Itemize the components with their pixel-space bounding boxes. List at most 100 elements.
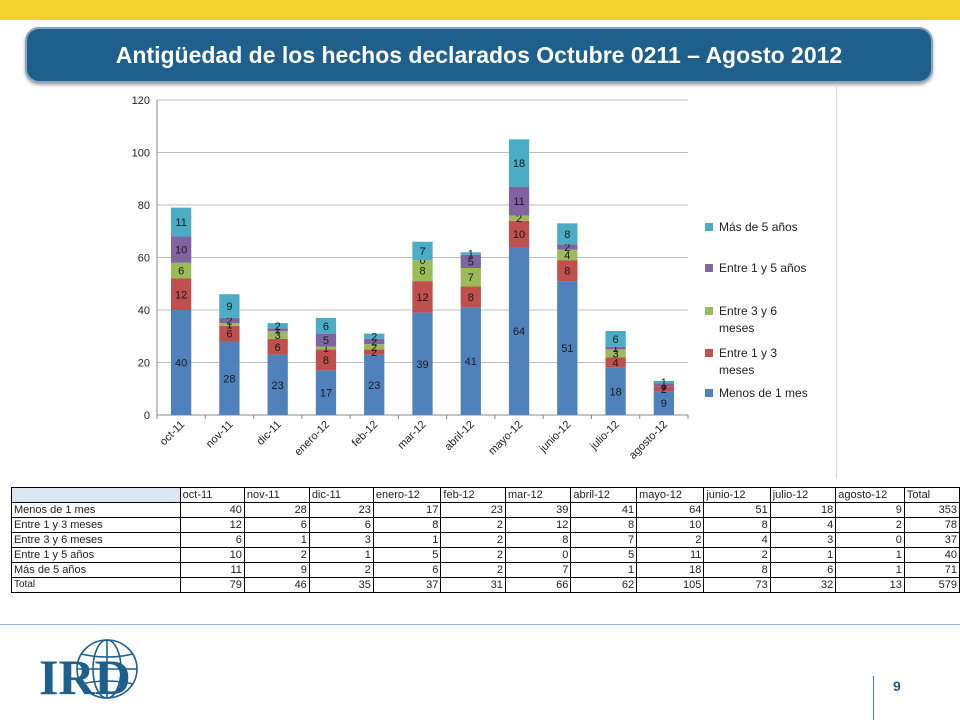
table-column-header: junio-12 <box>703 487 771 503</box>
table-cell: 18 <box>769 502 837 518</box>
data-label: 6 <box>226 329 232 341</box>
bar-segment <box>557 260 578 282</box>
table-cell: 40 <box>179 502 245 518</box>
x-tick-label: oct-11 <box>158 419 188 449</box>
x-tick-label: nov-11 <box>204 419 236 451</box>
table-cell: 7 <box>504 562 572 578</box>
data-label: 8 <box>564 229 570 241</box>
data-label: 4 <box>564 250 570 262</box>
bar-segment <box>315 346 337 350</box>
bar-segment <box>460 286 481 308</box>
table-cell: 1 <box>769 547 837 563</box>
bar-segment <box>267 331 288 339</box>
table-cell: 23 <box>440 502 506 518</box>
table-cell: 6 <box>769 562 837 578</box>
bar-segment <box>315 333 337 347</box>
table-cell: 8 <box>504 532 572 548</box>
bar-segment <box>219 325 240 342</box>
x-tick-label: abril-12 <box>442 419 476 453</box>
bar-segment <box>653 391 675 415</box>
bar-segment <box>364 333 385 339</box>
data-label: 2 <box>564 242 570 254</box>
bar-segment <box>653 380 675 384</box>
data-label: 1 <box>613 343 619 355</box>
bar-segment <box>412 281 433 313</box>
table-cell: 1 <box>835 547 905 563</box>
data-label: 8 <box>564 266 570 278</box>
data-label: 2 <box>371 337 377 349</box>
x-tick-label: enero-12 <box>292 419 332 459</box>
bar-segment <box>605 349 626 358</box>
bar-segment <box>219 341 240 415</box>
data-label: 10 <box>513 229 525 241</box>
bar-segment <box>557 249 578 261</box>
x-tick-label: agosto-12 <box>627 419 670 462</box>
bar-segment <box>557 281 578 415</box>
table-cell: 13 <box>835 577 905 593</box>
data-label: 0 <box>661 381 667 393</box>
data-table-container: oct-11 nov-11 dic-11 enero-12 feb-12 mar-12 ab… <box>11 487 960 593</box>
legend-label: meses <box>719 321 754 335</box>
table-cell: 11 <box>179 562 245 578</box>
bar-segment <box>605 357 626 368</box>
table-cell: 35 <box>308 577 374 593</box>
legend-swatch <box>705 223 713 231</box>
data-label: 18 <box>609 386 621 398</box>
bar-segment <box>460 252 481 255</box>
table-cell: 32 <box>769 577 837 593</box>
bar-segment <box>170 236 192 263</box>
bar-segment <box>557 223 578 245</box>
table-cell: 2 <box>440 517 506 533</box>
data-label: 7 <box>419 246 425 258</box>
legend-swatch <box>705 307 713 315</box>
table-cell: 3 <box>308 532 374 548</box>
table-cell: 18 <box>636 562 705 578</box>
legend-label: Más de 5 años <box>719 220 798 234</box>
table-cell: 6 <box>179 532 245 548</box>
bar-segment <box>508 247 530 415</box>
table-cell: 1 <box>835 562 905 578</box>
table-cell: 1 <box>243 532 310 548</box>
legend-label: Entre 3 y 6 <box>719 304 777 318</box>
table-cell: 2 <box>440 547 506 563</box>
table-cell: 10 <box>179 547 245 563</box>
table-cell: 23 <box>308 502 374 518</box>
table-cell: 5 <box>372 547 442 563</box>
table-row: Menos de 1 mes 40 28 23 17 23 39 41 64 51 18 9 353 <box>11 502 960 518</box>
data-label: 1 <box>661 377 667 389</box>
table-cell: 41 <box>570 502 638 518</box>
x-tick-label: dic-11 <box>255 419 284 448</box>
legend-swatch <box>705 389 713 397</box>
table-row: Total 79 46 35 37 31 66 62 105 73 32 13 579 <box>11 577 960 593</box>
legend-swatch <box>705 264 713 272</box>
data-label: 64 <box>513 326 525 338</box>
bar-segment <box>267 328 288 331</box>
bar-segment <box>170 278 192 310</box>
data-label: 2 <box>516 213 522 225</box>
table-column-header: feb-12 <box>440 487 506 503</box>
page-number-divider <box>873 676 874 720</box>
data-label: 39 <box>416 359 428 371</box>
table-cell: 2 <box>636 532 705 548</box>
table-cell: 11 <box>636 547 705 563</box>
table-cell: 6 <box>243 517 310 533</box>
table-cell: 37 <box>903 532 960 548</box>
y-tick-label: 100 <box>132 148 150 160</box>
bar-segment <box>219 323 240 326</box>
data-label: 2 <box>275 321 281 333</box>
data-label: 3 <box>613 348 619 360</box>
top-accent-bar <box>0 0 960 20</box>
title-banner: Antigüedad de los hechos declarados Octu… <box>25 27 933 83</box>
table-cell: 2 <box>308 562 374 578</box>
table-cell: 10 <box>636 517 705 533</box>
bar-segment <box>412 312 433 415</box>
table-cell: 0 <box>835 532 905 548</box>
data-label: 6 <box>323 321 329 333</box>
table-cell: 31 <box>440 577 506 593</box>
bar-segment <box>315 317 337 334</box>
bar-segment <box>412 260 433 282</box>
x-tick-label: julio-12 <box>587 419 621 453</box>
table-cell: 579 <box>903 577 960 593</box>
bar-segment <box>267 323 288 329</box>
x-tick-label: feb-12 <box>350 419 381 450</box>
